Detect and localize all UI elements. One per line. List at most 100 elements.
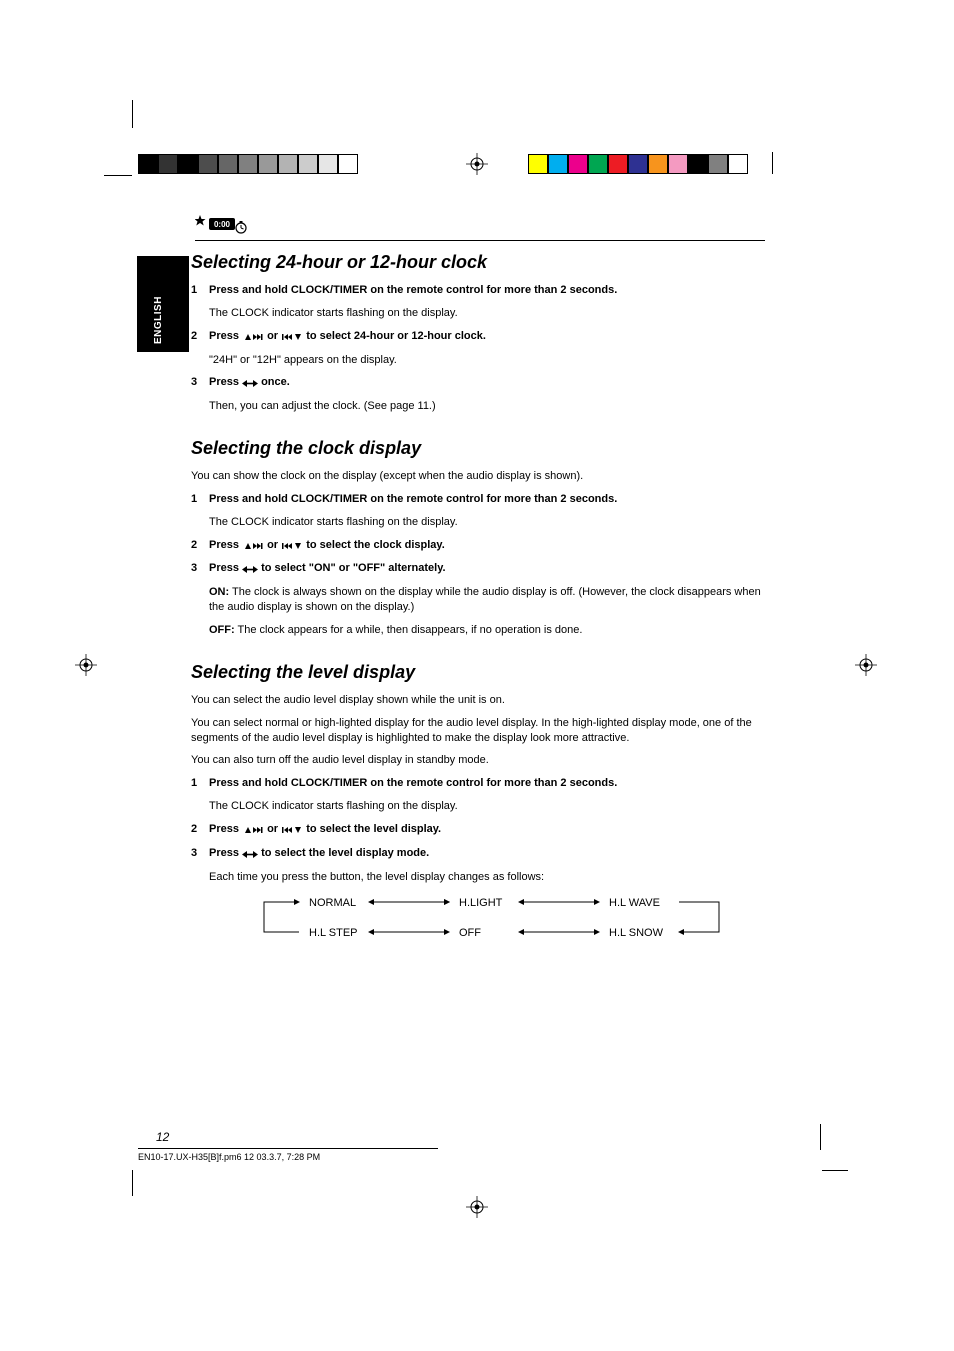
step-1: 1 Press and hold CLOCK/TIMER on the remo… <box>191 492 767 507</box>
swatch <box>528 154 548 174</box>
section-intro: You can also turn off the audio level di… <box>191 753 767 768</box>
step-number: 3 <box>191 375 197 390</box>
step-2: 2 Press or to select the clock display. <box>191 538 767 554</box>
registration-target-icon <box>75 654 97 676</box>
crop-mark <box>132 1170 133 1196</box>
option-on: ON: The clock is always shown on the dis… <box>191 585 767 615</box>
flow-node: H.LIGHT <box>459 897 503 909</box>
section-level-display: Selecting the level display You can sele… <box>191 662 767 953</box>
rew-down-icon <box>281 330 303 345</box>
step-text: Press and hold CLOCK/TIMER on the remote… <box>209 493 617 505</box>
step-text: Press and hold CLOCK/TIMER on the remote… <box>209 777 617 789</box>
option-text: The clock appears for a while, then disa… <box>238 624 583 636</box>
step-number: 3 <box>191 561 197 576</box>
step-note: "24H" or "12H" appears on the display. <box>191 353 767 368</box>
step-3: 3 Press once. <box>191 375 767 391</box>
step-3: 3 Press to select "ON" or "OFF" alternat… <box>191 561 767 577</box>
step-number: 2 <box>191 822 197 837</box>
swatch <box>628 154 648 174</box>
swatch <box>728 154 748 174</box>
swatch <box>338 154 358 174</box>
flow-node: H.L WAVE <box>609 897 660 909</box>
step-text-part: Press <box>209 823 242 835</box>
language-tab: ENGLISH <box>137 256 189 352</box>
crop-mark <box>104 175 132 176</box>
section-intro: You can show the clock on the display (e… <box>191 469 767 484</box>
step-note: Then, you can adjust the clock. (See pag… <box>191 399 767 414</box>
step-text-part: or <box>264 330 281 342</box>
swatch <box>238 154 258 174</box>
section-clock-display: Selecting the clock display You can show… <box>191 438 767 638</box>
flow-node: H.L SNOW <box>609 927 664 939</box>
step-text-part: Press <box>209 539 242 551</box>
header-rule <box>195 240 765 241</box>
rew-down-icon <box>281 823 303 838</box>
crop-mark <box>822 1170 848 1171</box>
step-text-part: or <box>264 823 281 835</box>
svg-text:0:00: 0:00 <box>214 220 231 229</box>
swatch <box>298 154 318 174</box>
flow-node: NORMAL <box>309 897 356 909</box>
swatch <box>588 154 608 174</box>
option-text: The clock is always shown on the display… <box>209 586 761 613</box>
step-number: 2 <box>191 538 197 553</box>
swatch <box>278 154 298 174</box>
swatch <box>668 154 688 174</box>
step-note: The CLOCK indicator starts flashing on t… <box>191 515 767 530</box>
option-label: ON: <box>209 586 229 598</box>
step-text: Press and hold CLOCK/TIMER on the remote… <box>209 284 617 296</box>
step-text-part: to select "ON" or "OFF" alternately. <box>258 562 446 574</box>
step-text-part: to select the clock display. <box>303 539 445 551</box>
step-note: The CLOCK indicator starts flashing on t… <box>191 306 767 321</box>
up-fwd-icon <box>242 330 264 345</box>
swatch <box>158 154 178 174</box>
step-number: 1 <box>191 283 197 298</box>
section-24-12-hour: Selecting 24-hour or 12-hour clock 1 Pre… <box>191 252 767 414</box>
left-right-icon <box>242 562 258 577</box>
step-number: 1 <box>191 492 197 507</box>
flow-svg: NORMAL H.LIGHT H.L WAVE H.L SNOW OFF H.L… <box>209 892 769 952</box>
section-intro: You can select the audio level display s… <box>191 693 767 708</box>
crop-mark <box>772 152 773 174</box>
section-title: Selecting 24-hour or 12-hour clock <box>191 252 767 273</box>
step-text-part: to select 24-hour or 12-hour clock. <box>303 330 486 342</box>
swatch <box>708 154 728 174</box>
swatch <box>318 154 338 174</box>
left-right-icon <box>242 376 258 391</box>
swatch <box>258 154 278 174</box>
registration-target-icon <box>466 1196 488 1218</box>
step-text-part: Press <box>209 562 242 574</box>
step-number: 1 <box>191 776 197 791</box>
page-content: Selecting 24-hour or 12-hour clock 1 Pre… <box>191 252 767 976</box>
swatch <box>608 154 628 174</box>
up-fwd-icon <box>242 823 264 838</box>
calibration-bar-grayscale <box>138 154 358 174</box>
swatch <box>198 154 218 174</box>
swatch <box>218 154 238 174</box>
step-number: 3 <box>191 846 197 861</box>
step-text-part: Press <box>209 330 242 342</box>
section-title: Selecting the level display <box>191 662 767 683</box>
section-title: Selecting the clock display <box>191 438 767 459</box>
swatch <box>568 154 588 174</box>
footer-text: EN10-17.UX-H35[B]f.pm6 12 03.3.7, 7:28 P… <box>138 1152 320 1162</box>
step-text-part: or <box>264 539 281 551</box>
swatch <box>548 154 568 174</box>
step-3: 3 Press to select the level display mode… <box>191 846 767 862</box>
registration-target-icon <box>855 654 877 676</box>
step-1: 1 Press and hold CLOCK/TIMER on the remo… <box>191 283 767 298</box>
registration-target-icon <box>466 153 488 175</box>
rew-down-icon <box>281 539 303 554</box>
crop-mark <box>132 100 133 128</box>
swatch <box>688 154 708 174</box>
left-right-icon <box>242 847 258 862</box>
step-text-part: to select the level display mode. <box>258 847 429 859</box>
flow-node: OFF <box>459 927 481 939</box>
step-text-part: Press <box>209 847 242 859</box>
language-tab-label: ENGLISH <box>153 296 164 344</box>
option-label: OFF: <box>209 624 235 636</box>
step-number: 2 <box>191 329 197 344</box>
step-text-part: Press <box>209 376 242 388</box>
step-2: 2 Press or to select 24-hour or 12-hour … <box>191 329 767 345</box>
step-1: 1 Press and hold CLOCK/TIMER on the remo… <box>191 776 767 791</box>
